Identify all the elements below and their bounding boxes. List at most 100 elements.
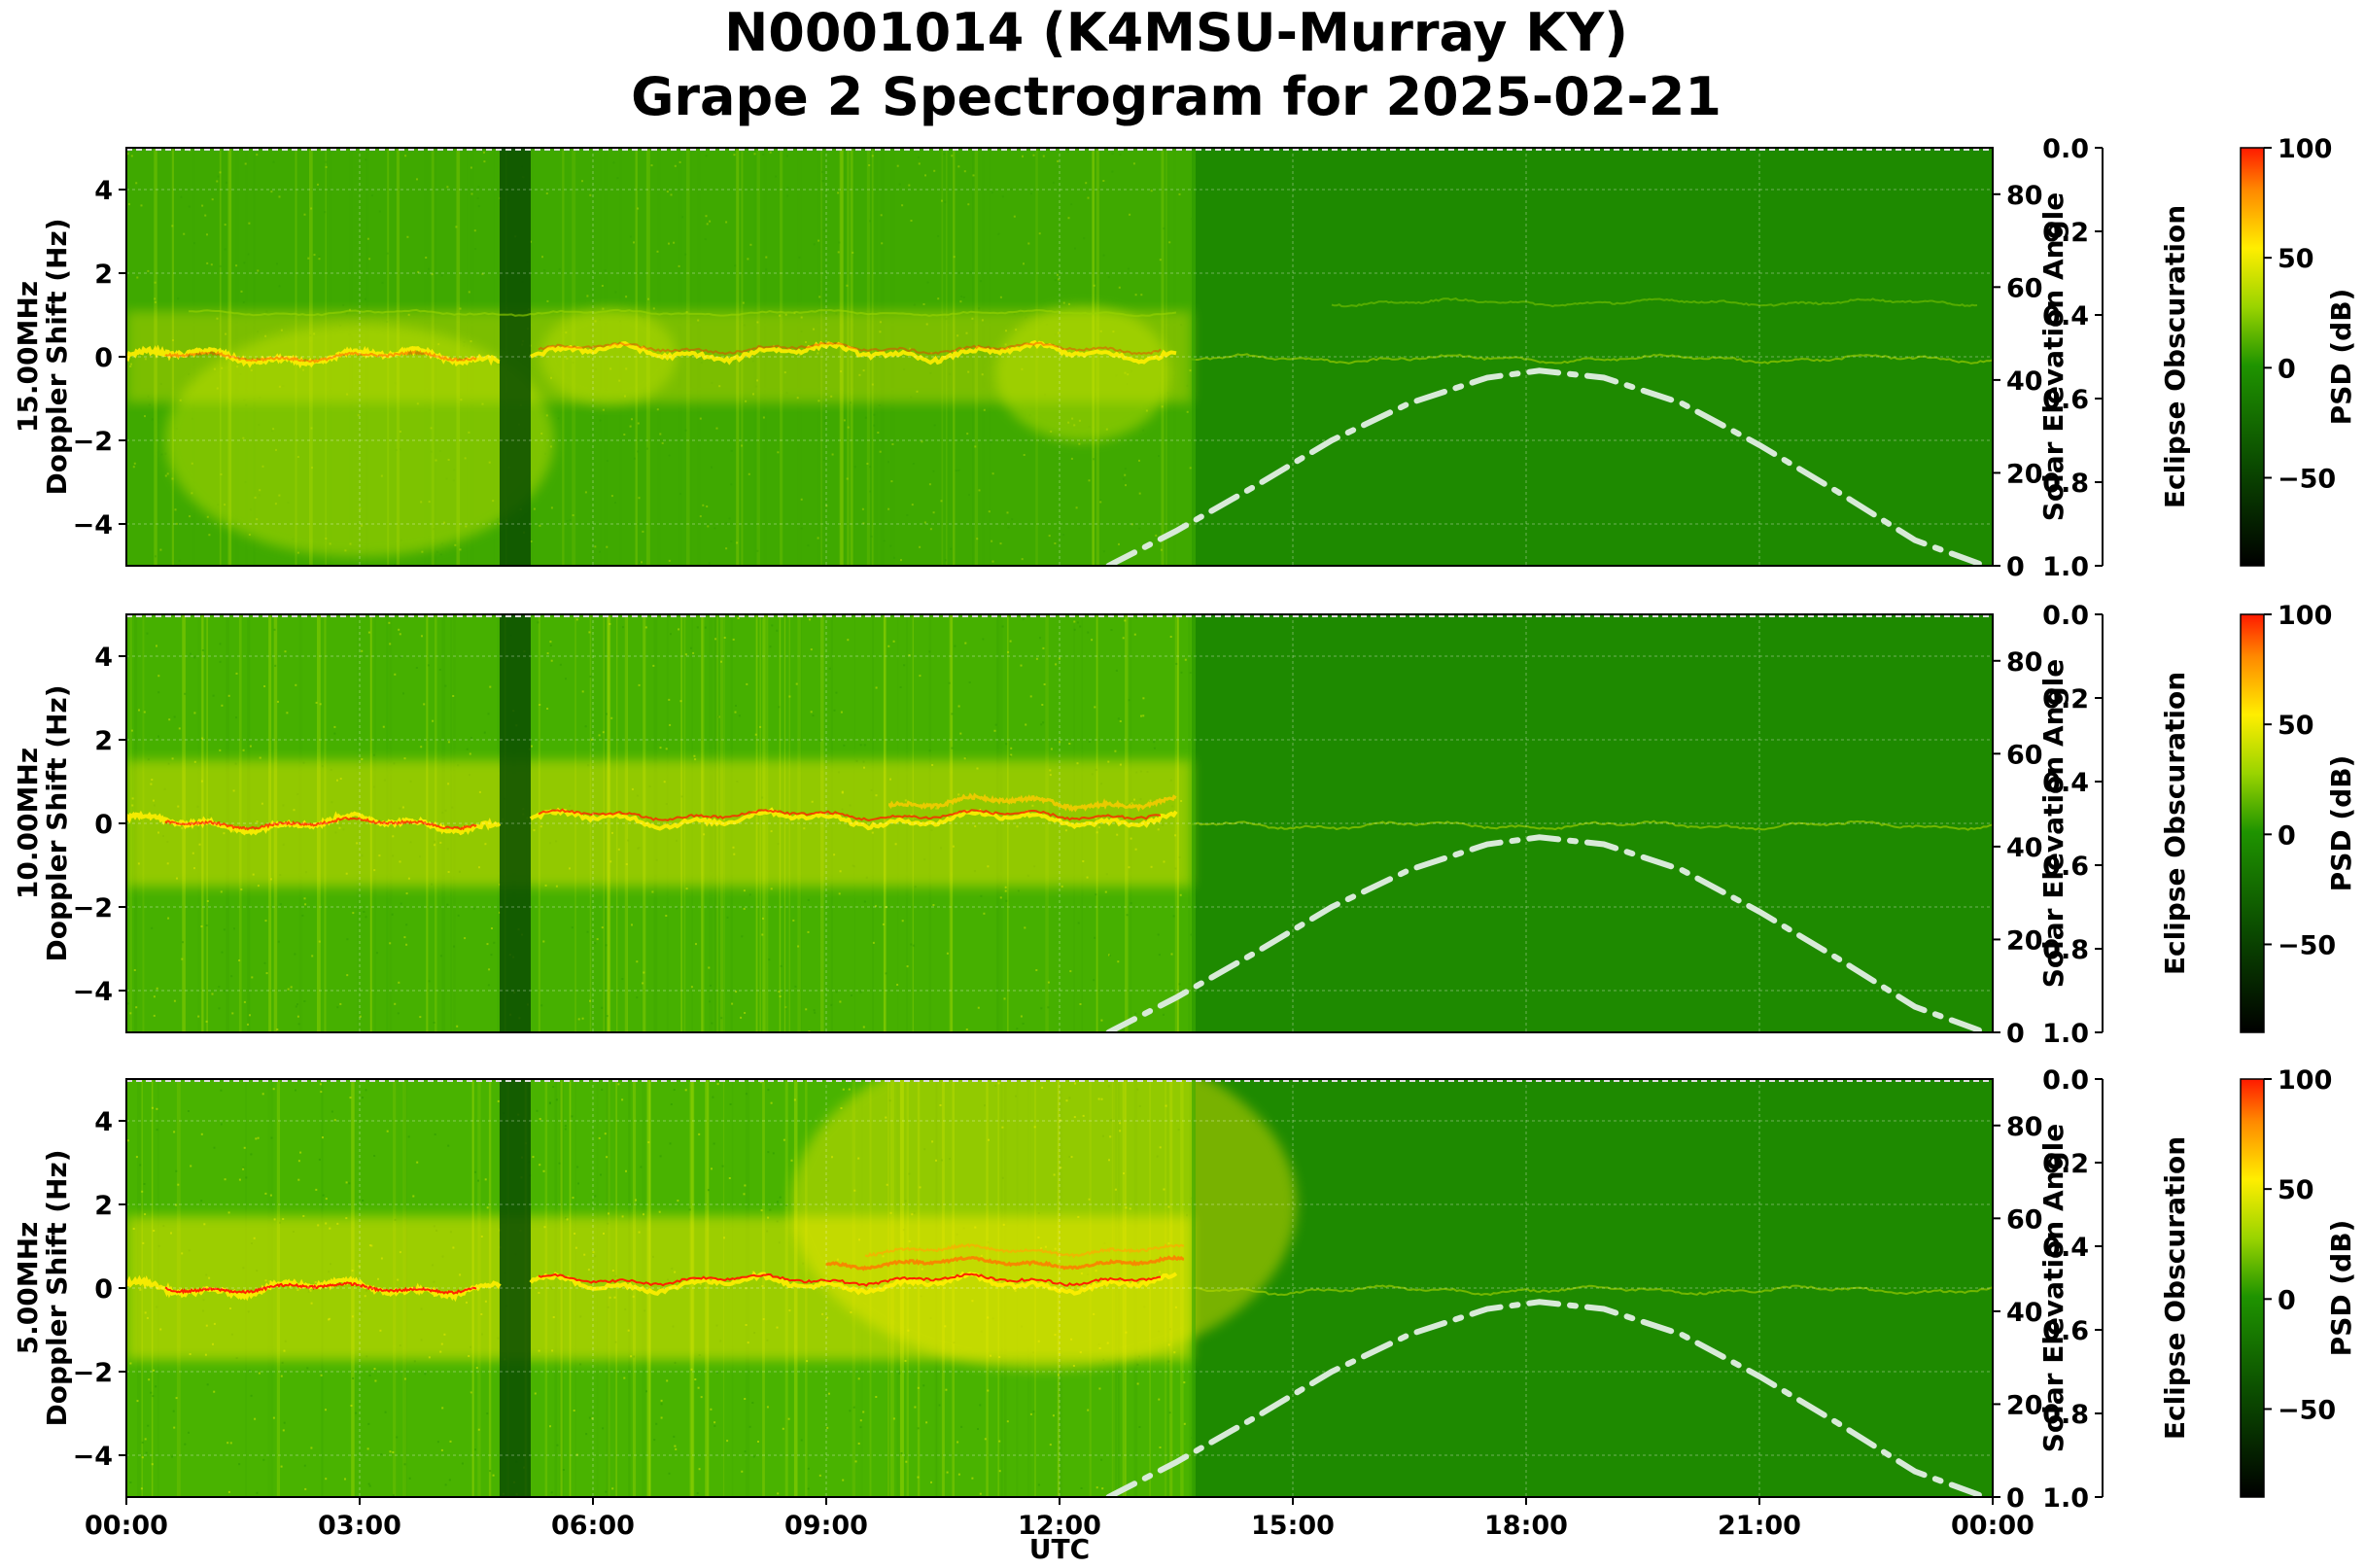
- noise-speckle: [362, 1097, 364, 1099]
- noise-speckle: [978, 307, 981, 310]
- noise-speckle: [1134, 294, 1137, 296]
- noise-speckle: [917, 1386, 920, 1389]
- noise-speckle: [785, 1203, 788, 1206]
- noise-speckle: [637, 450, 639, 453]
- noise-speckle: [675, 1447, 678, 1450]
- noise-speckle: [1111, 170, 1114, 173]
- noise-speckle: [951, 155, 954, 157]
- noise-speckle: [706, 223, 709, 226]
- x-tick-label: 18:00: [1484, 1511, 1568, 1541]
- noise-speckle: [684, 1089, 687, 1092]
- colorbar-tick-label: 0: [2278, 354, 2296, 384]
- noise-speckle: [473, 229, 476, 232]
- noise-speckle: [213, 1390, 216, 1393]
- noise-speckle: [1087, 1409, 1090, 1411]
- noise-speckle: [382, 725, 385, 728]
- x-axis-ticks: 00:00 03:00 06:00 09:00 12:00 15:00 18:00 21:00…: [85, 1497, 2035, 1541]
- noise-speckle: [155, 555, 157, 558]
- noise-speckle: [852, 1406, 855, 1409]
- noise-speckle: [322, 1136, 324, 1139]
- chart-title-line2: Grape 2 Spectrogram for 2025-02-21: [631, 66, 1722, 127]
- noise-speckle: [492, 1474, 495, 1477]
- noise-speckle: [998, 1440, 1001, 1443]
- noise-speckle: [912, 944, 915, 947]
- noise-speckle: [601, 285, 604, 287]
- noise-speckle: [1136, 1363, 1139, 1366]
- noise-speckle: [933, 424, 936, 427]
- noise-speckle: [221, 951, 224, 954]
- carrier-trace-night: [126, 810, 502, 836]
- noise-speckle: [150, 1391, 153, 1394]
- noise-speckle: [982, 638, 985, 641]
- noise-speckle: [728, 517, 731, 520]
- noise-speckle: [233, 927, 235, 930]
- carrier-trace-upper: [1331, 297, 1978, 308]
- noise-speckle: [698, 1468, 701, 1471]
- noise-speckle: [684, 253, 687, 256]
- noise-speckle: [660, 1416, 663, 1419]
- noise-speckle: [959, 732, 962, 735]
- noise-speckle: [809, 618, 811, 621]
- y-axis-label-frequency: 15.00MHz: [12, 281, 44, 433]
- noise-speckle: [490, 954, 493, 957]
- noise-speckle: [559, 663, 562, 666]
- noise-speckle: [1127, 267, 1130, 270]
- noise-speckle: [1115, 669, 1118, 672]
- noise-speckle: [705, 155, 708, 157]
- noise-speckle: [1054, 542, 1057, 544]
- noise-speckle: [128, 203, 130, 206]
- noise-speckle: [240, 889, 243, 890]
- noise-speckle: [130, 155, 133, 157]
- noise-speckle: [367, 1422, 370, 1425]
- noise-speckle: [652, 307, 655, 310]
- noise-speckle: [389, 1450, 392, 1453]
- elevation-tick-label: 40: [2006, 833, 2043, 863]
- noise-speckle: [279, 903, 282, 906]
- noise-speckle: [783, 1138, 785, 1141]
- noise-speckle: [1163, 227, 1165, 230]
- noise-speckle: [151, 418, 154, 421]
- noise-speckle: [205, 1020, 208, 1023]
- noise-speckle: [864, 416, 867, 419]
- noise-speckle: [421, 635, 423, 638]
- noise-speckle: [172, 1410, 175, 1412]
- noise-speckle: [1001, 625, 1004, 628]
- noise-speckle: [212, 694, 215, 697]
- noise-speckle: [716, 1083, 719, 1086]
- noise-speckle: [678, 264, 680, 267]
- spectrogram-image: [126, 614, 1993, 1032]
- noise-speckle: [213, 1146, 216, 1149]
- noise-speckle: [370, 194, 373, 197]
- noise-speckle: [1155, 534, 1158, 537]
- noise-speckle: [147, 758, 150, 761]
- noise-speckle: [1007, 650, 1010, 653]
- noise-speckle: [368, 1374, 371, 1376]
- noise-speckle: [1099, 499, 1102, 502]
- noise-speckle: [144, 1213, 147, 1216]
- noise-speckle: [930, 1481, 932, 1483]
- noise-speckle: [919, 545, 922, 548]
- noise-speckle: [606, 1015, 609, 1018]
- noise-speckle: [436, 550, 439, 553]
- y-axis-label-frequency: 5.00MHz: [12, 1222, 44, 1355]
- y-tick-label: 4: [94, 643, 113, 673]
- noise-speckle: [175, 1203, 178, 1206]
- noise-speckle: [666, 1379, 669, 1382]
- noise-speckle: [760, 616, 763, 619]
- noise-speckle: [642, 530, 644, 533]
- noise-speckle: [586, 930, 589, 933]
- noise-speckle: [922, 303, 925, 305]
- noise-speckle: [345, 1181, 348, 1184]
- noise-speckle: [678, 493, 681, 495]
- y-tick-label: 4: [94, 176, 113, 206]
- noise-speckle: [1142, 714, 1145, 717]
- noise-speckle: [885, 972, 887, 975]
- noise-speckle: [979, 280, 982, 283]
- noise-speckle: [1087, 196, 1090, 199]
- colorbar-tick-label: −50: [2278, 930, 2336, 960]
- noise-speckle: [175, 522, 178, 525]
- noise-speckle: [276, 262, 278, 265]
- noise-speckle: [848, 1088, 851, 1091]
- noise-speckle: [621, 978, 624, 980]
- noise-speckle: [436, 1441, 439, 1444]
